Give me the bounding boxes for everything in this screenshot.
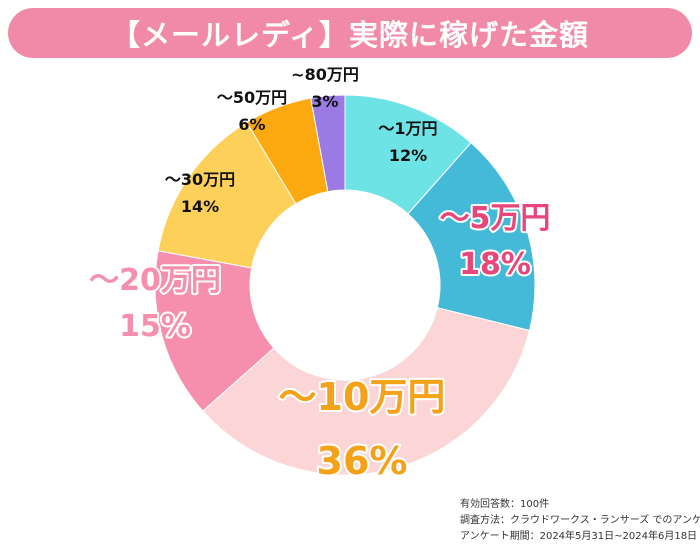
slice-category-label: 〜50万円 (217, 88, 287, 107)
donut-slice (407, 142, 536, 332)
slice-value-label: 3% (311, 92, 338, 111)
slice-category-label: ~80万円 (291, 65, 359, 84)
title-banner: 【メールレディ】実際に稼げた金額 (8, 8, 692, 58)
slice-value-label: 18% (459, 247, 531, 282)
donut-slice (202, 307, 531, 476)
slice-category-label: 〜30万円 (165, 170, 235, 189)
method-note: 調査方法：クラウドワークス・ランサーズ でのアンケート (460, 515, 700, 526)
respondents-note: 有効回答数：100件 (460, 499, 550, 510)
chart-title: 【メールレディ】実際に稼げた金額 (111, 18, 589, 52)
period-note: アンケート期間：2024年5月31日~2024年6月18日 (460, 531, 698, 542)
slice-value-label: 14% (181, 197, 219, 216)
slice-category-label: 〜20万円 (89, 263, 221, 298)
survey-footnote: 有効回答数：100件 調査方法：クラウドワークス・ランサーズ でのアンケート ア… (460, 497, 700, 545)
slice-value-label: 6% (238, 115, 265, 134)
slice-category-label: 〜10万円 (279, 375, 446, 419)
slice-category-label: 〜1万円 (378, 119, 437, 138)
slice-value-label: 15% (119, 309, 191, 344)
slice-value-label: 36% (317, 439, 408, 483)
slice-value-label: 12% (389, 146, 427, 165)
donut-slice (310, 94, 346, 193)
slice-category-label: 〜5万円 (440, 201, 551, 236)
